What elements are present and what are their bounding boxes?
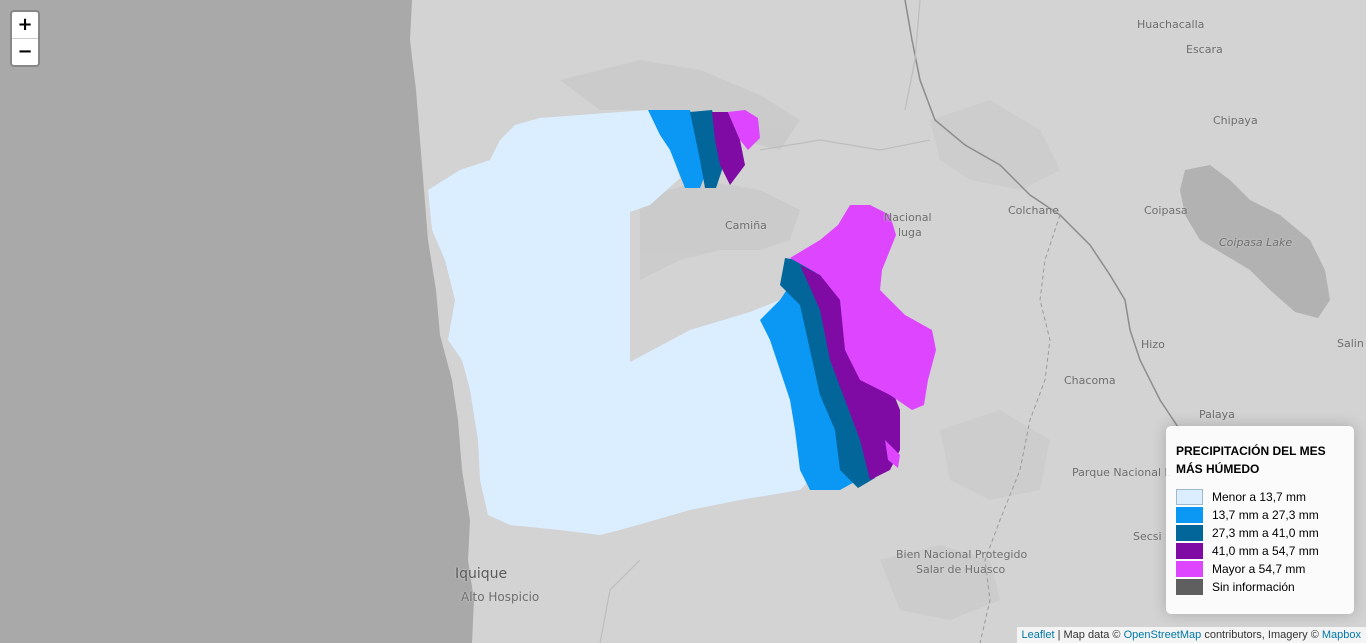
legend-swatch bbox=[1176, 507, 1203, 523]
legend-label: Mayor a 54,7 mm bbox=[1212, 562, 1306, 576]
zoom-control: + − bbox=[10, 10, 40, 67]
place-escara: Escara bbox=[1186, 43, 1223, 56]
place-coipasa: Coipasa bbox=[1144, 204, 1188, 217]
place-palaya: Palaya bbox=[1199, 408, 1235, 421]
place-camina: Camiña bbox=[725, 219, 767, 232]
place-salin: Salin bbox=[1337, 337, 1364, 350]
precip-zone-menor bbox=[428, 110, 820, 535]
precip-zone-27-41 bbox=[690, 110, 875, 488]
place-colchane: Colchane bbox=[1008, 204, 1059, 217]
leaflet-link[interactable]: Leaflet bbox=[1021, 629, 1055, 641]
roads bbox=[599, 0, 931, 643]
legend-label: Menor a 13,7 mm bbox=[1212, 490, 1307, 504]
zoom-in-button[interactable]: + bbox=[17, 14, 33, 35]
precipitation-layer[interactable] bbox=[428, 110, 936, 535]
attribution-text: | Map data © bbox=[1054, 629, 1124, 641]
place-isluga: luga bbox=[898, 226, 922, 239]
zoom-out-button[interactable]: − bbox=[12, 38, 38, 65]
legend-title: PRECIPITACIÓN DEL MES MÁS HÚMEDO bbox=[1176, 444, 1326, 476]
place-huachacalla: Huachacalla bbox=[1137, 18, 1205, 31]
attribution-text: contributors, Imagery © bbox=[1201, 629, 1322, 641]
legend-label: 41,0 mm a 54,7 mm bbox=[1212, 544, 1319, 558]
precip-zone-13-27 bbox=[648, 110, 860, 490]
map-attribution: Leaflet | Map data © OpenStreetMap contr… bbox=[1016, 627, 1366, 643]
openstreetmap-link[interactable]: OpenStreetMap bbox=[1123, 629, 1202, 641]
legend-item: 27,3 mm a 41,0 mm bbox=[1176, 524, 1344, 542]
legend-item: Sin información bbox=[1176, 578, 1344, 596]
place-parque-nacional: Parque Nacional L bbox=[1072, 466, 1171, 479]
place-hizo: Hizo bbox=[1141, 338, 1165, 351]
legend-label: 13,7 mm a 27,3 mm bbox=[1212, 508, 1319, 522]
legend-item: Mayor a 54,7 mm bbox=[1176, 560, 1344, 578]
place-chacoma: Chacoma bbox=[1064, 374, 1116, 387]
place-bien-nacional-2: Salar de Huasco bbox=[916, 563, 1006, 576]
mapbox-link[interactable]: Mapbox bbox=[1321, 629, 1361, 641]
legend-item: Menor a 13,7 mm bbox=[1176, 488, 1344, 506]
legend-item: 41,0 mm a 54,7 mm bbox=[1176, 542, 1344, 560]
place-chipaya: Chipaya bbox=[1213, 114, 1258, 127]
precip-zone-41-54 bbox=[712, 112, 900, 480]
legend-item: 13,7 mm a 27,3 mm bbox=[1176, 506, 1344, 524]
legend-swatch bbox=[1176, 543, 1203, 559]
place-iquique: Iquique bbox=[455, 566, 508, 582]
coipasa-lake-shape bbox=[1180, 165, 1330, 318]
region-border bbox=[979, 214, 1061, 643]
legend-swatch bbox=[1176, 561, 1203, 577]
legend-label: Sin información bbox=[1212, 580, 1295, 594]
place-secsi: Secsi bbox=[1133, 530, 1162, 543]
place-coipasa-lake: Coipasa Lake bbox=[1219, 236, 1293, 249]
legend-label: 27,3 mm a 41,0 mm bbox=[1212, 526, 1319, 540]
place-nacional: Nacional bbox=[884, 211, 932, 224]
legend-swatch bbox=[1176, 579, 1203, 595]
map-legend: PRECIPITACIÓN DEL MES MÁS HÚMEDO Menor a… bbox=[1166, 426, 1354, 614]
precip-zone-mayor bbox=[728, 110, 936, 468]
place-bien-nacional-1: Bien Nacional Protegido bbox=[896, 548, 1028, 561]
place-alto-hospicio: Alto Hospicio bbox=[461, 590, 540, 604]
legend-swatch bbox=[1176, 525, 1203, 541]
legend-swatch bbox=[1176, 489, 1203, 505]
